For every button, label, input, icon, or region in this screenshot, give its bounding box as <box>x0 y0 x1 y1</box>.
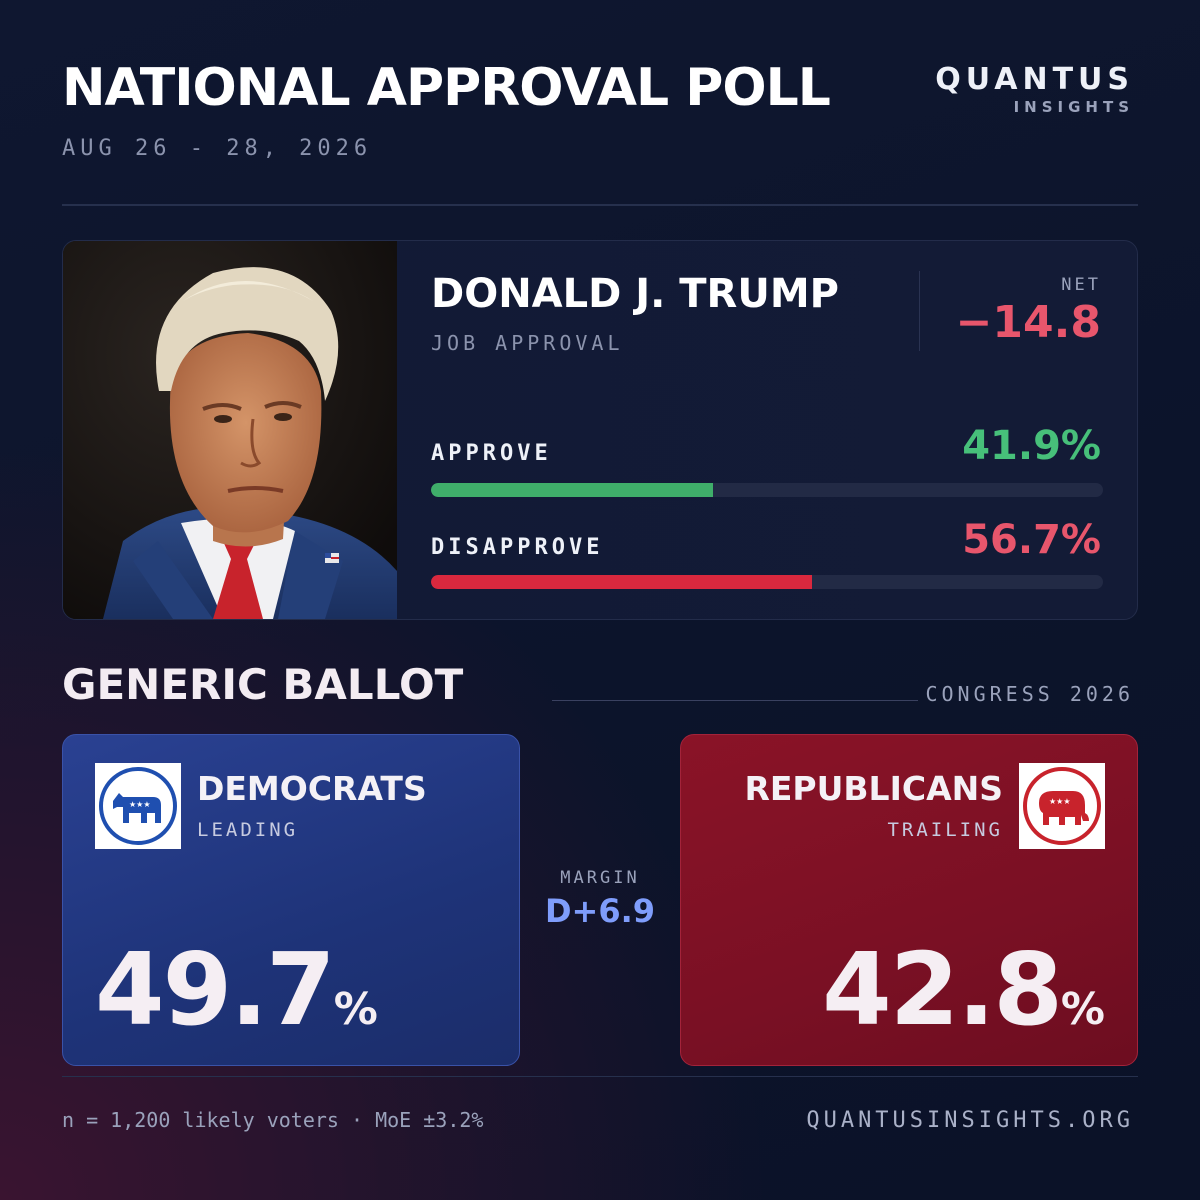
republicans-percent: 42.8% <box>822 931 1105 1048</box>
republicans-status: TRAILING <box>887 819 1003 841</box>
sample-info: n = 1,200 likely voters · MoE ±3.2% <box>62 1108 484 1132</box>
page-title: NATIONAL APPROVAL POLL <box>62 58 831 118</box>
portrait-illustration <box>63 241 397 619</box>
approve-label: APPROVE <box>431 441 552 466</box>
footer-divider <box>62 1076 1138 1077</box>
website-link[interactable]: QUANTUSINSIGHTS.ORG <box>806 1108 1134 1133</box>
democrats-value: 49.7 <box>95 931 336 1048</box>
democrats-status: LEADING <box>197 819 299 841</box>
disapprove-value: 56.7% <box>962 517 1101 563</box>
ballot-subtitle: CONGRESS 2026 <box>925 682 1134 706</box>
svg-text:★★★: ★★★ <box>129 800 151 809</box>
republicans-card: ★★★ REPUBLICANS TRAILING 42.8% <box>680 734 1138 1066</box>
svg-text:★★★: ★★★ <box>1049 797 1071 806</box>
net-label: NET <box>1061 275 1101 295</box>
header-divider <box>62 204 1138 206</box>
brand-logo: QUANTUS <box>935 62 1134 97</box>
approve-track <box>431 483 1103 497</box>
margin-value: D+6.9 <box>544 892 656 930</box>
approval-card: DONALD J. TRUMP JOB APPROVAL NET −14.8 A… <box>62 240 1138 620</box>
candidate-subtitle: JOB APPROVAL <box>431 331 624 355</box>
portrait-photo <box>63 241 397 619</box>
net-divider <box>919 271 920 351</box>
approve-bar <box>431 483 713 497</box>
democrat-donkey-icon: ★★★ <box>95 763 181 849</box>
republicans-unit: % <box>1060 984 1105 1035</box>
candidate-name: DONALD J. TRUMP <box>431 271 839 317</box>
net-value: −14.8 <box>955 297 1101 348</box>
democrats-name: DEMOCRATS <box>197 769 427 808</box>
brand-logo-sub: INSIGHTS <box>1013 98 1134 116</box>
disapprove-bar <box>431 575 813 589</box>
democrats-unit: % <box>333 984 378 1035</box>
ballot-title: GENERIC BALLOT <box>62 660 464 709</box>
republican-elephant-icon: ★★★ <box>1019 763 1105 849</box>
republicans-name: REPUBLICANS <box>744 769 1003 808</box>
ballot-divider <box>552 700 918 701</box>
democrats-card: ★★★ DEMOCRATS LEADING 49.7% <box>62 734 520 1066</box>
disapprove-label: DISAPPROVE <box>431 535 604 560</box>
democrats-percent: 49.7% <box>95 931 378 1048</box>
margin-label: MARGIN <box>560 868 640 888</box>
approve-value: 41.9% <box>962 423 1101 469</box>
republicans-value: 42.8 <box>822 931 1063 1048</box>
poll-date: AUG 26 - 28, 2026 <box>62 136 373 161</box>
disapprove-track <box>431 575 1103 589</box>
